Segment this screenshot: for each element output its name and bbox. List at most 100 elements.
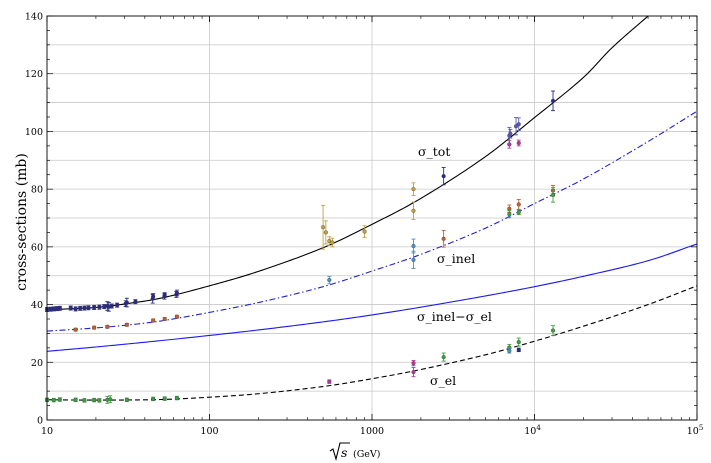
y-tick-label: 120 bbox=[25, 69, 43, 80]
marker bbox=[327, 277, 332, 283]
data-point bbox=[330, 237, 335, 248]
data-point bbox=[124, 297, 129, 308]
data-point bbox=[78, 305, 83, 311]
marker bbox=[330, 240, 335, 245]
y-axis-label: cross-sections (mb) bbox=[14, 153, 30, 291]
marker bbox=[73, 306, 78, 311]
x-tick-label: 105 bbox=[687, 424, 704, 437]
marker bbox=[507, 206, 512, 211]
data-point bbox=[105, 324, 110, 329]
data-point bbox=[362, 225, 367, 238]
marker bbox=[516, 347, 521, 352]
marker bbox=[516, 210, 521, 215]
marker bbox=[57, 397, 62, 402]
marker bbox=[411, 361, 416, 366]
data-point bbox=[174, 289, 179, 297]
x-tick-labels: 10 100 1000 104 105 bbox=[41, 424, 703, 437]
data-point bbox=[516, 199, 521, 210]
x-tick-label: 100 bbox=[200, 426, 218, 437]
data-point bbox=[550, 187, 556, 203]
grid-lines bbox=[47, 16, 697, 420]
marker bbox=[550, 328, 556, 333]
data-point bbox=[550, 325, 556, 336]
data-point bbox=[508, 128, 513, 139]
marker bbox=[73, 397, 78, 402]
curve-label: σ_inel bbox=[437, 251, 475, 266]
marker bbox=[441, 236, 446, 241]
curve-series bbox=[46, 15, 649, 311]
marker bbox=[411, 370, 416, 375]
y-tick-label: 60 bbox=[31, 242, 43, 253]
data-point bbox=[327, 275, 332, 285]
marker bbox=[124, 300, 129, 305]
data-point bbox=[73, 306, 78, 312]
y-tick-labels: 0 20 40 60 80 100 120 140 bbox=[25, 12, 43, 427]
marker bbox=[441, 174, 446, 179]
marker bbox=[411, 208, 416, 213]
data-point bbox=[82, 398, 87, 403]
marker bbox=[516, 340, 521, 345]
marker bbox=[411, 243, 416, 249]
curve-series bbox=[46, 110, 698, 332]
data-point bbox=[411, 250, 416, 269]
data-point bbox=[162, 292, 167, 298]
fit-curves bbox=[46, 15, 698, 401]
data-point bbox=[86, 305, 91, 311]
marker bbox=[323, 230, 328, 235]
y-tick-label: 100 bbox=[25, 127, 43, 138]
data-point bbox=[92, 325, 97, 330]
marker bbox=[441, 355, 446, 360]
marker bbox=[73, 327, 78, 332]
marker bbox=[507, 212, 512, 217]
data-point bbox=[411, 360, 416, 367]
marker bbox=[105, 324, 110, 329]
data-point bbox=[441, 229, 446, 248]
curve-label: σ_inel−σ_el bbox=[417, 309, 492, 324]
data-point bbox=[516, 337, 521, 347]
y-tick-label: 0 bbox=[37, 416, 43, 427]
data-point bbox=[92, 397, 97, 403]
data-point bbox=[109, 303, 114, 309]
data-point bbox=[108, 395, 113, 404]
marker bbox=[68, 305, 73, 311]
x-tick-label: 10 bbox=[41, 426, 53, 437]
marker bbox=[550, 98, 556, 103]
x-axis-label-root: s bbox=[341, 445, 347, 460]
data-point bbox=[115, 302, 120, 308]
data-point bbox=[507, 140, 512, 149]
y-tick-label: 80 bbox=[31, 185, 43, 196]
marker bbox=[86, 305, 91, 310]
marker bbox=[507, 348, 512, 353]
data-point bbox=[57, 397, 62, 402]
marker bbox=[82, 398, 87, 403]
marker bbox=[508, 131, 513, 136]
curve-label: σ_el bbox=[430, 373, 456, 388]
marker bbox=[82, 305, 87, 311]
marker bbox=[516, 202, 521, 207]
x-axis-label-unit: (GeV) bbox=[353, 449, 380, 460]
marker bbox=[92, 325, 97, 330]
y-tick-label: 140 bbox=[25, 12, 43, 23]
marker bbox=[162, 396, 167, 401]
data-point bbox=[516, 347, 521, 353]
marker bbox=[162, 292, 167, 298]
marker bbox=[92, 305, 97, 310]
data-point bbox=[124, 322, 129, 327]
marker bbox=[516, 140, 521, 146]
data-point bbox=[411, 238, 416, 254]
marker bbox=[97, 305, 102, 310]
marker bbox=[97, 398, 102, 403]
data-point bbox=[124, 397, 129, 402]
data-point bbox=[174, 314, 179, 319]
marker bbox=[411, 257, 416, 262]
data-point bbox=[162, 316, 167, 322]
x-tick-label: 1000 bbox=[360, 426, 384, 437]
marker bbox=[151, 396, 156, 401]
data-point bbox=[323, 220, 328, 245]
data-point bbox=[441, 352, 446, 362]
marker bbox=[162, 316, 167, 322]
data-point bbox=[102, 304, 107, 310]
y-tick-label: 20 bbox=[31, 358, 43, 369]
marker bbox=[124, 397, 129, 402]
data-point bbox=[411, 182, 416, 196]
